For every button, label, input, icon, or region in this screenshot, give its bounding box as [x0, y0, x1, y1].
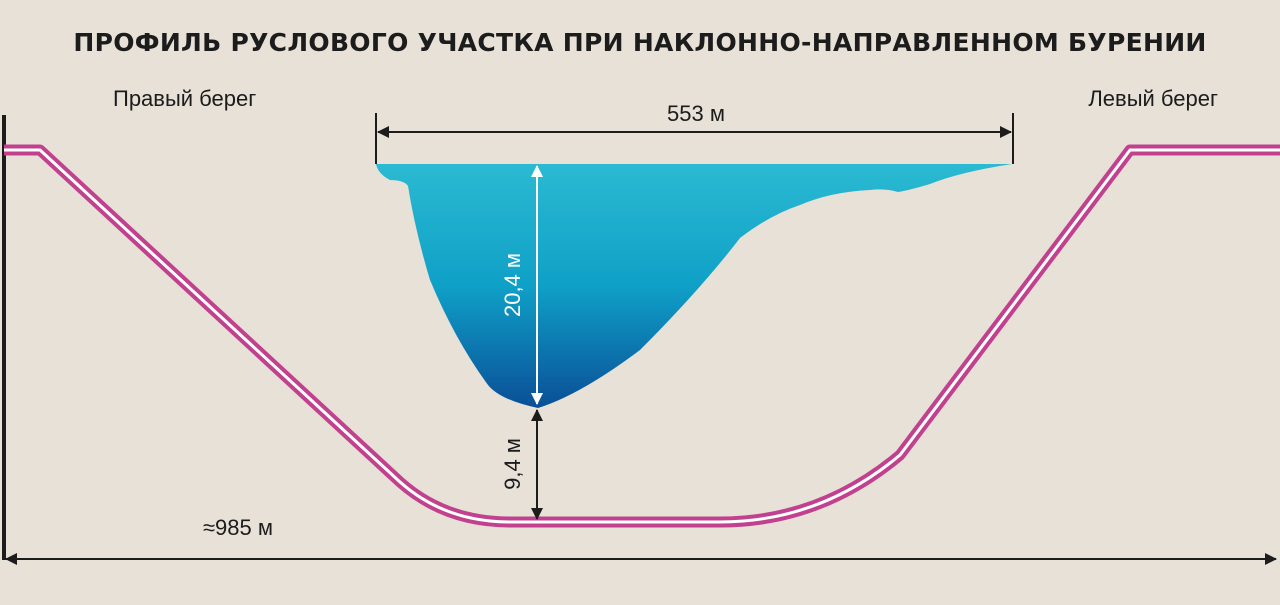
total-length-label: ≈985 м	[203, 515, 273, 540]
river-depth-label: 20,4 м	[500, 253, 525, 317]
right-bank-label: Правый берег	[113, 86, 256, 111]
left-bank-label: Левый берег	[1088, 86, 1218, 111]
river-water	[376, 164, 1012, 408]
river-width-label: 553 м	[667, 101, 725, 126]
pipe-depth-label: 9,4 м	[500, 438, 525, 490]
pipeline-path-highlight	[4, 148, 1280, 524]
diagram-title: ПРОФИЛЬ РУСЛОВОГО УЧАСТКА ПРИ НАКЛОННО-Н…	[73, 28, 1206, 57]
